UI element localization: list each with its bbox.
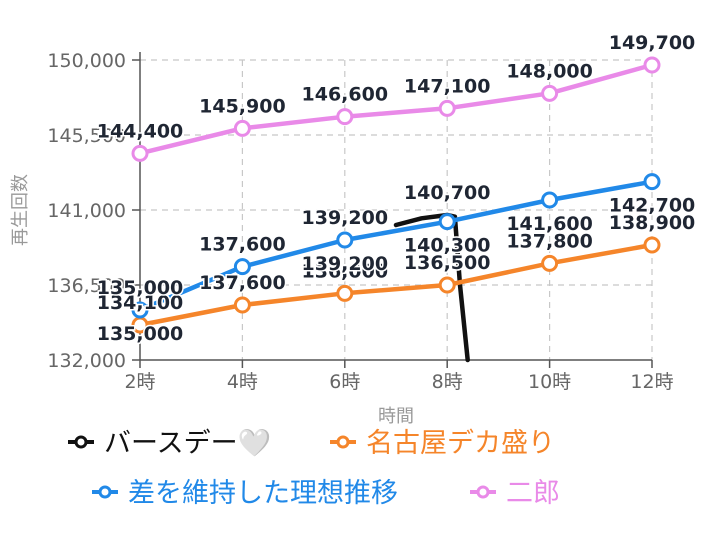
series-point-1 (643, 236, 661, 254)
x-tick-label: 8時 (432, 371, 463, 393)
x-tick-label: 12時 (630, 371, 673, 393)
legend-swatch-marker (336, 435, 350, 449)
series-point-1 (541, 254, 559, 272)
x-tick-label: 4時 (227, 371, 258, 393)
data-label: 135,000 (97, 277, 184, 299)
series-line-1 (137, 242, 655, 328)
series-point-3 (233, 119, 251, 137)
y-tick-label: 136,500 (47, 275, 126, 297)
legend-label: 名古屋デカ盛り (366, 428, 555, 459)
data-label: 149,700 (609, 32, 696, 54)
data-label: 148,000 (506, 60, 593, 82)
legend-swatch-marker (98, 485, 112, 499)
data-label: 136,500 (404, 252, 491, 274)
series-point-1 (336, 284, 354, 302)
series-point-3 (131, 144, 149, 162)
series-point-1 (233, 296, 251, 314)
series-point-2 (643, 173, 661, 191)
x-tick-label: 6時 (329, 371, 360, 393)
y-tick-label: 141,000 (47, 200, 126, 222)
legend-label: 差を維持した理想推移 (128, 478, 398, 509)
x-axis-title: 時間 (378, 406, 414, 427)
series-point-3 (643, 56, 661, 74)
data-label: 135,000 (97, 323, 184, 345)
y-tick-label: 150,000 (47, 50, 126, 72)
series-point-3 (541, 84, 559, 102)
x-tick-label: 2時 (124, 371, 155, 393)
x-tick-label: 10時 (528, 371, 571, 393)
data-label: 140,300 (404, 235, 491, 257)
data-label: 138,900 (609, 212, 696, 234)
data-label: 144,400 (97, 120, 184, 142)
y-axis-title: 再生回数 (10, 174, 31, 246)
series-layer (131, 56, 661, 363)
x-tick-labels: 2時 4時 6時 8時 10時 12時 (124, 371, 673, 393)
legend-swatch-marker (476, 485, 490, 499)
y-tick-labels: 150,000 145,500 141,000 136,500 132,000 (47, 50, 126, 372)
series-point-2 (438, 213, 456, 231)
series-point-2 (131, 301, 149, 319)
data-label: 147,100 (404, 75, 491, 97)
data-label: 137,800 (506, 230, 593, 252)
data-label: 142,700 (609, 195, 696, 217)
data-label: 140,700 (404, 182, 491, 204)
y-tick-label: 145,500 (47, 125, 126, 147)
legend-label: 二郎 (506, 478, 560, 509)
data-label: 137,600 (199, 234, 286, 256)
series-point-3 (336, 108, 354, 126)
series-line-2 (137, 179, 655, 313)
y-tick-label: 132,000 (47, 350, 126, 372)
data-label: 136,000 (302, 260, 389, 282)
series-point-2 (233, 258, 251, 276)
series-line-3 (137, 62, 655, 156)
series-point-2 (336, 231, 354, 249)
data-label: 146,600 (302, 84, 389, 106)
data-label: 134,100 (97, 292, 184, 314)
series-point-3 (438, 99, 456, 117)
series-point-1 (438, 276, 456, 294)
data-label: 139,200 (302, 253, 389, 275)
legend-label: バースデー🤍 (104, 428, 272, 459)
data-label: 139,200 (302, 207, 389, 229)
series-point-2 (541, 191, 559, 209)
data-label: 141,600 (506, 213, 593, 235)
data-labels: 140,700 134,100 137,600 136,000 136,500 137,8… (95, 31, 697, 347)
legend-swatch-marker (74, 435, 88, 449)
data-label: 137,600 (199, 272, 286, 294)
data-label: 145,900 (199, 95, 286, 117)
